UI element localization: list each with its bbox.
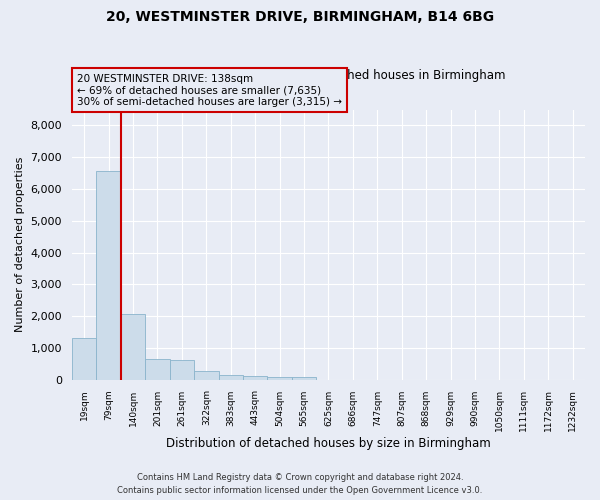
Bar [72,338,97,380]
Bar [145,359,170,380]
Title: Size of property relative to detached houses in Birmingham: Size of property relative to detached ho… [152,69,505,82]
Bar [292,378,316,380]
Bar [97,171,121,380]
Bar [218,375,243,380]
Y-axis label: Number of detached properties: Number of detached properties [15,157,25,332]
Bar [268,378,292,380]
Text: Contains HM Land Registry data © Crown copyright and database right 2024.
Contai: Contains HM Land Registry data © Crown c… [118,474,482,495]
X-axis label: Distribution of detached houses by size in Birmingham: Distribution of detached houses by size … [166,437,491,450]
Bar [243,376,268,380]
Bar [170,360,194,380]
Text: 20, WESTMINSTER DRIVE, BIRMINGHAM, B14 6BG: 20, WESTMINSTER DRIVE, BIRMINGHAM, B14 6… [106,10,494,24]
Bar [194,372,218,380]
Text: 20 WESTMINSTER DRIVE: 138sqm
← 69% of detached houses are smaller (7,635)
30% of: 20 WESTMINSTER DRIVE: 138sqm ← 69% of de… [77,74,342,107]
Bar [121,314,145,380]
